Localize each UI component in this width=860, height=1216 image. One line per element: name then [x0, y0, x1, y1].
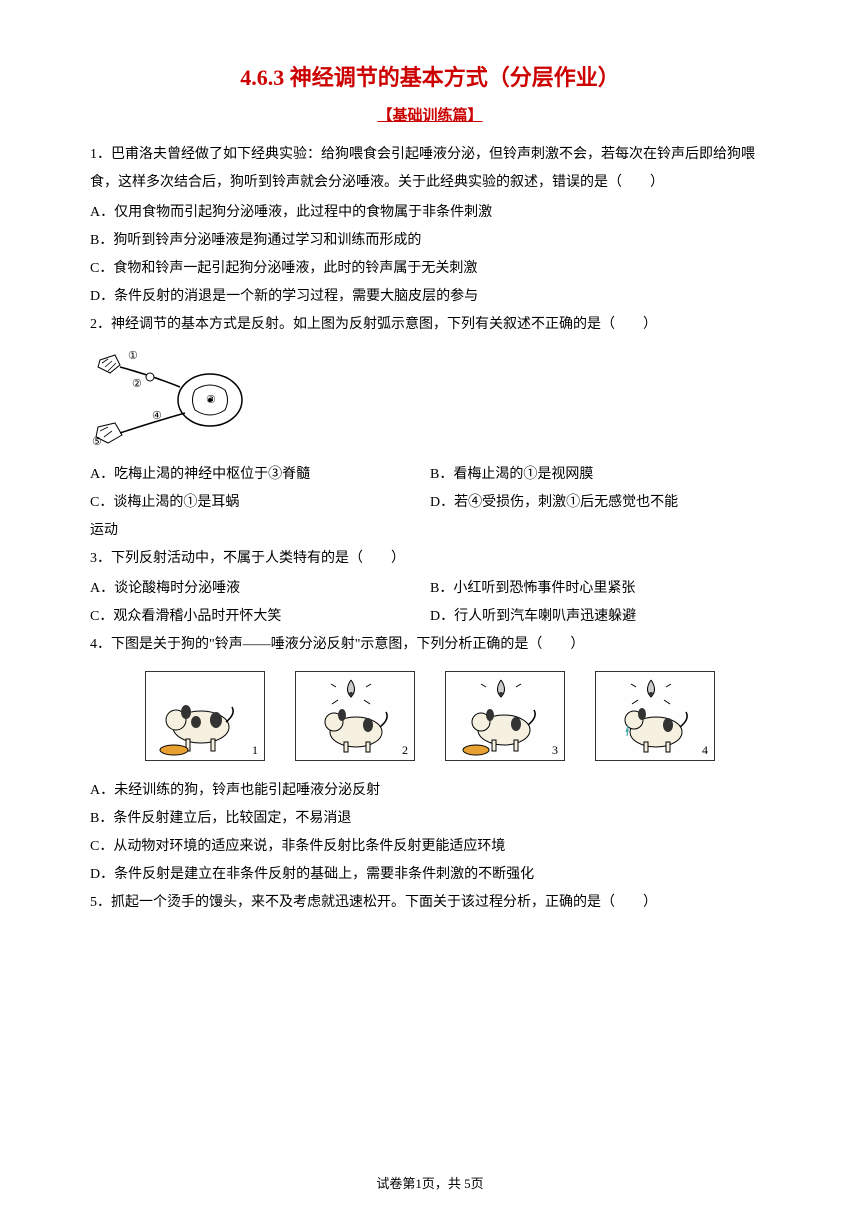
page-footer: 试卷第1页，共 5页 [0, 1173, 860, 1192]
q2-option-a: A．吃梅止渴的神经中枢位于③脊髓 [90, 461, 430, 489]
q2-option-d: D．若④受损伤，刺激①后无感觉也不能 [430, 489, 770, 517]
q1-option-c: C．食物和铃声一起引起狗分泌唾液，此时的铃声属于无关刺激 [90, 255, 770, 283]
dog-label-1: 1 [252, 743, 258, 758]
dog-label-3: 3 [552, 743, 558, 758]
dog-label-2: 2 [402, 743, 408, 758]
q4-stem: 4．下图是关于狗的"铃声——唾液分泌反射"示意图，下列分析正确的是（ ） [90, 631, 770, 659]
q2-option-b: B．看梅止渴的①是视网膜 [430, 461, 770, 489]
dog-panel-2: 2 [295, 671, 415, 761]
q1-option-a: A．仅用食物而引起狗分泌唾液，此过程中的食物属于非条件刺激 [90, 199, 770, 227]
label-1: ① [128, 350, 138, 362]
q2-stem: 2．神经调节的基本方式是反射。如上图为反射弧示意图，下列有关叙述不正确的是（ ） [90, 311, 770, 339]
q1-option-d: D．条件反射的消退是一个新的学习过程，需要大脑皮层的参与 [90, 283, 770, 311]
q4-option-c: C．从动物对环境的适应来说，非条件反射比条件反射更能适应环境 [90, 833, 770, 861]
q1-stem: 1．巴甫洛夫曾经做了如下经典实验：给狗喂食会引起唾液分泌，但铃声刺激不会，若每次… [90, 141, 770, 197]
dog-panel-1: 1 [145, 671, 265, 761]
q3-stem: 3．下列反射活动中，不属于人类特有的是（ ） [90, 545, 770, 573]
dog-label-4: 4 [702, 743, 708, 758]
q1-option-b: B．狗听到铃声分泌唾液是狗通过学习和训练而形成的 [90, 227, 770, 255]
page-title: 4.6.3 神经调节的基本方式（分层作业） [90, 60, 770, 92]
q3-option-a: A．谈论酸梅时分泌唾液 [90, 575, 430, 603]
q2-option-c: C．谈梅止渴的①是耳蜗 [90, 489, 430, 517]
q2-option-d-cont: 运动 [90, 517, 770, 545]
label-5: ⑤ [92, 436, 102, 448]
dog-panel-3: 3 [445, 671, 565, 761]
q4-option-d: D．条件反射是建立在非条件反射的基础上，需要非条件刺激的不断强化 [90, 861, 770, 889]
label-3: ③ [206, 394, 216, 406]
label-4: ④ [152, 410, 162, 422]
q3-option-d: D．行人听到汽车喇叭声迅速躲避 [430, 603, 770, 631]
section-subtitle: 【基础训练篇】 [90, 104, 770, 125]
dog-panels: 1 2 3 [90, 671, 770, 761]
label-2: ② [132, 378, 142, 390]
q3-option-c: C．观众看滑稽小品时开怀大笑 [90, 603, 430, 631]
dog-panel-4: 4 [595, 671, 715, 761]
q4-option-b: B．条件反射建立后，比较固定，不易消退 [90, 805, 770, 833]
q5-stem: 5．抓起一个烫手的馒头，来不及考虑就迅速松开。下面关于该过程分析，正确的是（ ） [90, 889, 770, 917]
q4-option-a: A．未经训练的狗，铃声也能引起唾液分泌反射 [90, 777, 770, 805]
q3-option-b: B．小红听到恐怖事件时心里紧张 [430, 575, 770, 603]
reflex-arc-diagram: ① ② ③ ④ ⑤ [90, 345, 270, 455]
